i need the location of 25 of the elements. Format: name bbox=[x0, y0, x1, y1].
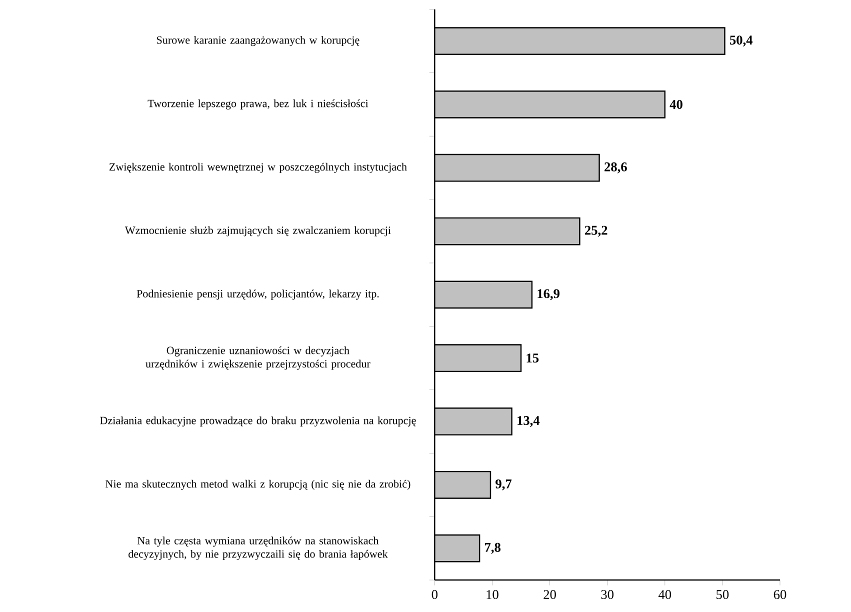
x-tick-label: 10 bbox=[486, 590, 498, 600]
x-tick-label: 20 bbox=[544, 590, 556, 600]
data-label: 9,7 bbox=[496, 479, 512, 490]
x-tick-label: 60 bbox=[774, 590, 786, 600]
data-label: 25,2 bbox=[584, 226, 608, 237]
y-tick-label: Podniesienie pensji urzędów, policjantów, lekarzy itp. bbox=[136, 290, 379, 300]
y-tick-label: Ograniczenie uznaniowości w decyzjach urzędników i zwiększenie przejrzystości procedur bbox=[146, 346, 370, 370]
data-label: 15 bbox=[526, 354, 539, 363]
data-label: 13,4 bbox=[518, 416, 540, 427]
x-tick-label: 30 bbox=[601, 590, 614, 600]
data-label: 28,6 bbox=[604, 162, 627, 174]
x-tick-label: 0 bbox=[432, 590, 438, 600]
data-label: 7,8 bbox=[485, 542, 500, 554]
x-tick-label: 50 bbox=[716, 590, 729, 600]
x-tick-label: 40 bbox=[658, 590, 672, 600]
y-tick-label: Działania edukacyjne prowadzące do braku przyzwolenia na korupcję bbox=[100, 416, 416, 427]
data-label: 50,4 bbox=[730, 36, 753, 47]
y-tick-label: Nie ma skutecznych metod walki z korupcją (nic się nie da zrobić) bbox=[106, 480, 410, 490]
y-tick-label: Tworzenie lepszego prawa, bez luk i nieścisłości bbox=[148, 99, 368, 110]
y-tick-label: Na tyle częsta wymiana urzędników na stanowiskach decyzyjnych, by nie przyzwyczaili się do brania łapówek bbox=[128, 536, 388, 560]
data-label: 40 bbox=[670, 100, 682, 109]
y-tick-label: Wzmocnienie służb zajmujących się zwalczaniem korupcji bbox=[124, 226, 391, 236]
y-tick-label: Zwiększenie kontroli wewnętrznej w poszczególnych instytucjach bbox=[109, 162, 407, 173]
y-tick-label: Surowe karanie zaangażowanych w korupcję bbox=[156, 36, 360, 46]
data-label: 16,9 bbox=[538, 289, 560, 300]
